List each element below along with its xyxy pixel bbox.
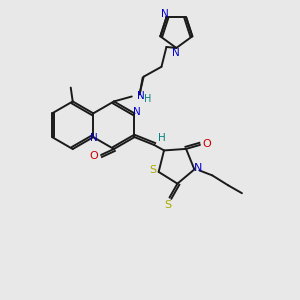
Text: N: N — [172, 48, 180, 58]
Text: N: N — [137, 91, 144, 100]
Text: N: N — [160, 8, 168, 19]
Text: N: N — [133, 107, 140, 117]
Text: N: N — [194, 164, 202, 173]
Text: S: S — [164, 200, 171, 210]
Text: O: O — [202, 139, 211, 149]
Text: O: O — [90, 151, 98, 161]
Text: S: S — [149, 165, 156, 175]
Text: H: H — [158, 133, 166, 143]
Text: H: H — [144, 94, 151, 104]
Text: N: N — [90, 133, 98, 143]
